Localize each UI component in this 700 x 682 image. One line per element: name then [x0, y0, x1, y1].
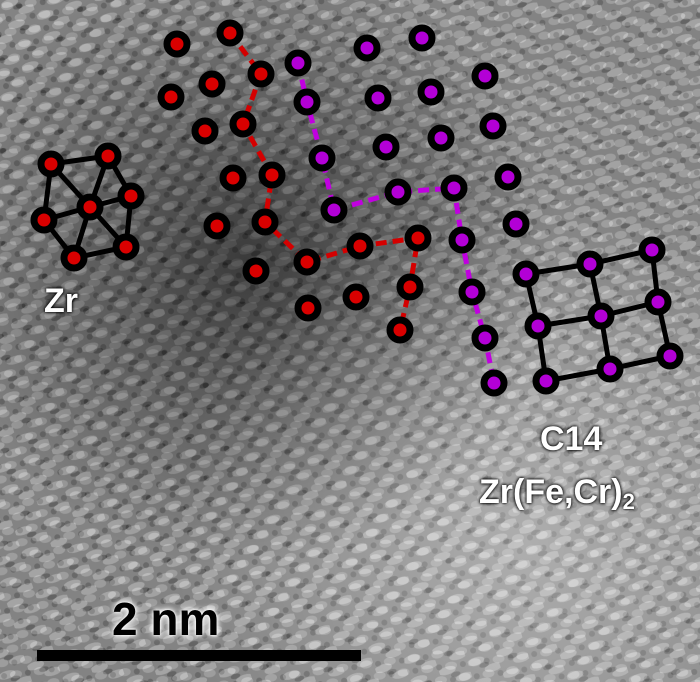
- zr-atom: [191, 117, 219, 145]
- zr-atom: [219, 164, 247, 192]
- zr-atom: [386, 316, 414, 344]
- zr-atom: [203, 212, 231, 240]
- c14-atom: [480, 369, 508, 397]
- zr-atom: [396, 273, 424, 301]
- zr-atom: [242, 257, 270, 285]
- scale-bar: [37, 650, 361, 661]
- zr-phase-label: Zr: [44, 282, 78, 320]
- zr-atom: [247, 60, 275, 88]
- formula-main: Zr(Fe,Cr): [479, 473, 623, 511]
- c14-atom: [320, 196, 348, 224]
- c14-interface-trace: [295, 62, 497, 384]
- zr-atom: [251, 208, 279, 236]
- zr-atom: [346, 232, 374, 260]
- c14-atom: [596, 355, 624, 383]
- zr-atom: [258, 161, 286, 189]
- zr-atom: [229, 110, 257, 138]
- zr-atom: [216, 19, 244, 47]
- c14-phase-label: C14: [540, 420, 603, 458]
- c14-atom: [408, 24, 436, 52]
- zr-atom-markers: [30, 19, 432, 344]
- zr-atom: [30, 206, 58, 234]
- c14-atom: [656, 342, 684, 370]
- c14-atom: [512, 260, 540, 288]
- c14-atom: [284, 49, 312, 77]
- zr-atom: [157, 83, 185, 111]
- zr-atom: [117, 182, 145, 210]
- c14-atom: [587, 302, 615, 330]
- zr-atom: [342, 283, 370, 311]
- c14-atom: [458, 278, 486, 306]
- zr-atom: [37, 150, 65, 178]
- scale-bar-label: 2 nm: [112, 593, 220, 645]
- zr-atom: [198, 70, 226, 98]
- c14-atom: [576, 250, 604, 278]
- zr-atom: [94, 142, 122, 170]
- c14-atom: [502, 210, 530, 238]
- c14-atom: [644, 288, 672, 316]
- zr-atom: [76, 193, 104, 221]
- c14-atom: [479, 112, 507, 140]
- c14-atom: [417, 78, 445, 106]
- zr-atom: [293, 248, 321, 276]
- c14-atom: [293, 88, 321, 116]
- c14-atom: [471, 324, 499, 352]
- c14-atom: [638, 236, 666, 264]
- zr-interface-trace: [228, 31, 422, 331]
- formula-subscript: 2: [622, 489, 635, 514]
- c14-atom-markers: [284, 24, 684, 397]
- zr-atom: [294, 294, 322, 322]
- c14-atom: [471, 62, 499, 90]
- c14-atom: [372, 133, 400, 161]
- c14-atom: [524, 312, 552, 340]
- c14-atom: [364, 84, 392, 112]
- zr-atom: [112, 233, 140, 261]
- c14-atom: [427, 124, 455, 152]
- c14-formula-label: Zr(Fe,Cr)2: [479, 473, 635, 515]
- c14-atom: [532, 367, 560, 395]
- c14-atom: [353, 34, 381, 62]
- zr-atom: [163, 30, 191, 58]
- zr-atom: [404, 224, 432, 252]
- c14-atom: [308, 144, 336, 172]
- zr-atom: [60, 244, 88, 272]
- c14-atom: [440, 174, 468, 202]
- c14-atom: [384, 178, 412, 206]
- c14-atom: [448, 226, 476, 254]
- c14-atom: [494, 163, 522, 191]
